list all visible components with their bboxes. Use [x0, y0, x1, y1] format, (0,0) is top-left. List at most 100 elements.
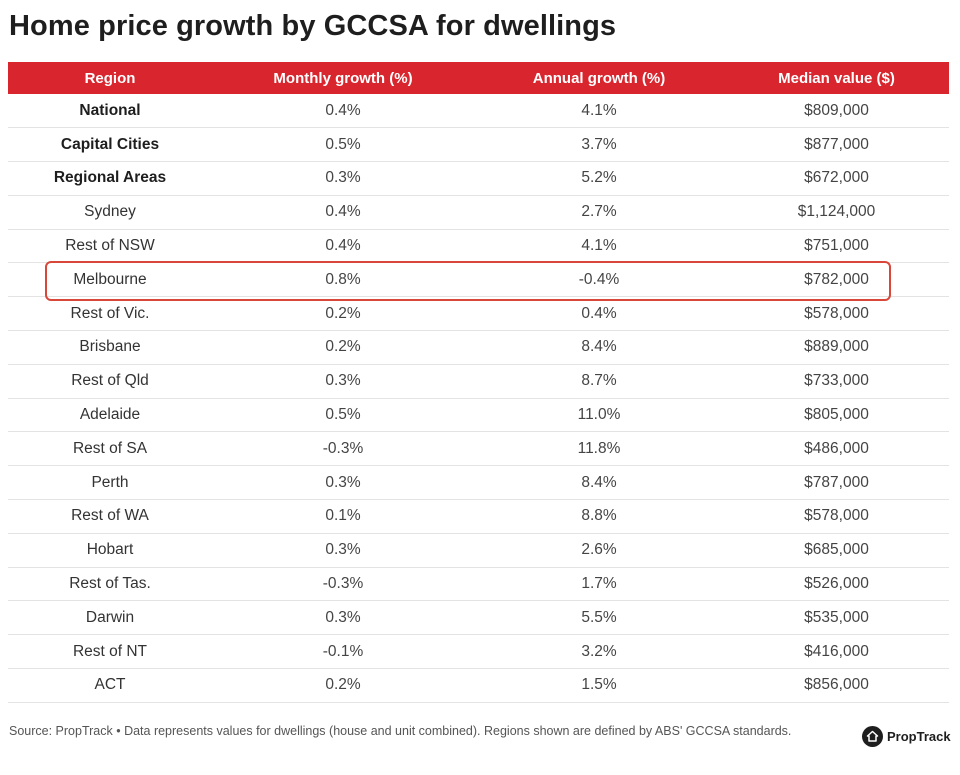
table-row: Melbourne 0.8% -0.4% $782,000 [8, 263, 949, 297]
cell-region: ACT [94, 676, 126, 694]
cell-monthly-growth: 0.4% [325, 237, 361, 255]
cell-annual-growth: 3.2% [581, 642, 617, 660]
cell-monthly-growth: 0.3% [325, 473, 361, 491]
cell-median-value: $805,000 [804, 406, 869, 424]
cell-monthly-growth: 0.4% [325, 101, 361, 119]
cell-median-value: $1,124,000 [797, 203, 876, 221]
cell-region: Regional Areas [53, 169, 167, 187]
brand-name: PropTrack [887, 729, 951, 744]
cell-median-value: $809,000 [804, 101, 869, 119]
cell-monthly-growth: 0.2% [325, 338, 361, 356]
cell-region: Sydney [84, 203, 136, 221]
table-body: National 0.4% 4.1% $809,000 Capital Cities 0.… [8, 94, 949, 703]
cell-median-value: $486,000 [804, 439, 869, 457]
cell-annual-growth: 1.7% [581, 575, 617, 593]
data-table: Region Monthly growth (%) Annual growth … [8, 62, 949, 703]
cell-region: Rest of SA [72, 439, 148, 457]
column-header-median-value: Median value ($) [778, 69, 895, 87]
table-row: Hobart 0.3% 2.6% $685,000 [8, 533, 949, 568]
cell-annual-growth: 4.1% [581, 237, 617, 255]
cell-annual-growth: 2.7% [581, 203, 617, 221]
cell-annual-growth: 11.8% [577, 439, 621, 457]
cell-region: Rest of NT [72, 642, 148, 660]
cell-monthly-growth: 0.8% [325, 270, 361, 288]
cell-monthly-growth: -0.3% [322, 575, 364, 593]
cell-region: Capital Cities [60, 135, 160, 153]
cell-region: Rest of Vic. [70, 304, 150, 322]
cell-region: Darwin [85, 608, 135, 626]
cell-median-value: $672,000 [804, 169, 869, 187]
cell-median-value: $526,000 [804, 575, 869, 593]
cell-median-value: $751,000 [804, 237, 869, 255]
cell-annual-growth: 11.0% [577, 406, 621, 424]
cell-monthly-growth: 0.5% [325, 135, 361, 153]
cell-annual-growth: 5.2% [581, 169, 617, 187]
table-row: Rest of WA 0.1% 8.8% $578,000 [8, 500, 949, 534]
table-row: National 0.4% 4.1% $809,000 [8, 94, 949, 128]
cell-median-value: $877,000 [804, 135, 869, 153]
cell-region: Melbourne [73, 270, 147, 288]
table-row: Perth 0.3% 8.4% $787,000 [8, 466, 949, 500]
table-row: Regional Areas 0.3% 5.2% $672,000 [8, 162, 949, 196]
cell-monthly-growth: 0.3% [325, 541, 361, 559]
cell-region: Rest of Tas. [69, 575, 151, 593]
column-header-annual-growth: Annual growth (%) [532, 69, 666, 87]
table-row: ACT 0.2% 1.5% $856,000 [8, 669, 949, 703]
cell-monthly-growth: -0.3% [322, 439, 364, 457]
cell-region: Perth [91, 473, 129, 491]
cell-monthly-growth: 0.4% [325, 203, 361, 221]
cell-median-value: $685,000 [804, 541, 869, 559]
cell-region: Hobart [86, 541, 134, 559]
cell-monthly-growth: 0.2% [325, 676, 361, 694]
cell-median-value: $578,000 [804, 507, 869, 525]
table-header: Region Monthly growth (%) Annual growth … [8, 62, 949, 94]
cell-annual-growth: 1.5% [581, 676, 617, 694]
cell-region: Adelaide [79, 406, 141, 424]
cell-monthly-growth: 0.3% [325, 372, 361, 390]
proptrack-logo: PropTrack [862, 726, 951, 747]
cell-median-value: $782,000 [804, 270, 869, 288]
cell-region: Brisbane [79, 338, 141, 356]
cell-monthly-growth: 0.3% [325, 169, 361, 187]
table-row: Rest of Vic. 0.2% 0.4% $578,000 [8, 297, 949, 331]
cell-median-value: $856,000 [804, 676, 869, 694]
table-row: Adelaide 0.5% 11.0% $805,000 [8, 398, 949, 432]
cell-annual-growth: 8.4% [581, 473, 617, 491]
cell-monthly-growth: -0.1% [322, 642, 364, 660]
column-header-region: Region [84, 69, 136, 87]
cell-annual-growth: 2.6% [581, 541, 617, 559]
cell-monthly-growth: 0.3% [325, 608, 361, 626]
cell-median-value: $416,000 [804, 642, 869, 660]
cell-annual-growth: 4.1% [581, 101, 617, 119]
table-row: Sydney 0.4% 2.7% $1,124,000 [8, 195, 949, 230]
cell-monthly-growth: 0.2% [325, 304, 361, 322]
cell-annual-growth: 5.5% [581, 608, 617, 626]
cell-region: National [79, 101, 141, 119]
table-row: Rest of Tas. -0.3% 1.7% $526,000 [8, 567, 949, 601]
cell-annual-growth: 8.8% [581, 507, 617, 525]
cell-annual-growth: 8.7% [581, 372, 617, 390]
table-header-row: Region Monthly growth (%) Annual growth … [8, 62, 949, 94]
table-row: Rest of NSW 0.4% 4.1% $751,000 [8, 229, 949, 263]
column-header-monthly-growth: Monthly growth (%) [273, 69, 413, 87]
cell-monthly-growth: 0.5% [325, 406, 361, 424]
cell-annual-growth: 8.4% [581, 338, 617, 356]
cell-median-value: $535,000 [804, 608, 869, 626]
house-icon [862, 726, 883, 747]
cell-median-value: $733,000 [804, 372, 869, 390]
table-row: Darwin 0.3% 5.5% $535,000 [8, 601, 949, 635]
cell-median-value: $889,000 [804, 338, 869, 356]
cell-annual-growth: 0.4% [581, 304, 617, 322]
cell-median-value: $578,000 [804, 304, 869, 322]
cell-annual-growth: -0.4% [578, 270, 620, 288]
source-note: Source: PropTrack • Data represents valu… [9, 724, 792, 738]
cell-median-value: $787,000 [804, 473, 869, 491]
cell-monthly-growth: 0.1% [325, 507, 361, 525]
table-container: Region Monthly growth (%) Annual growth … [8, 62, 949, 703]
table-row: Rest of Qld 0.3% 8.7% $733,000 [8, 364, 949, 399]
cell-annual-growth: 3.7% [581, 135, 617, 153]
page-title: Home price growth by GCCSA for dwellings [9, 10, 617, 42]
table-row: Brisbane 0.2% 8.4% $889,000 [8, 331, 949, 365]
table-row: Rest of NT -0.1% 3.2% $416,000 [8, 635, 949, 669]
